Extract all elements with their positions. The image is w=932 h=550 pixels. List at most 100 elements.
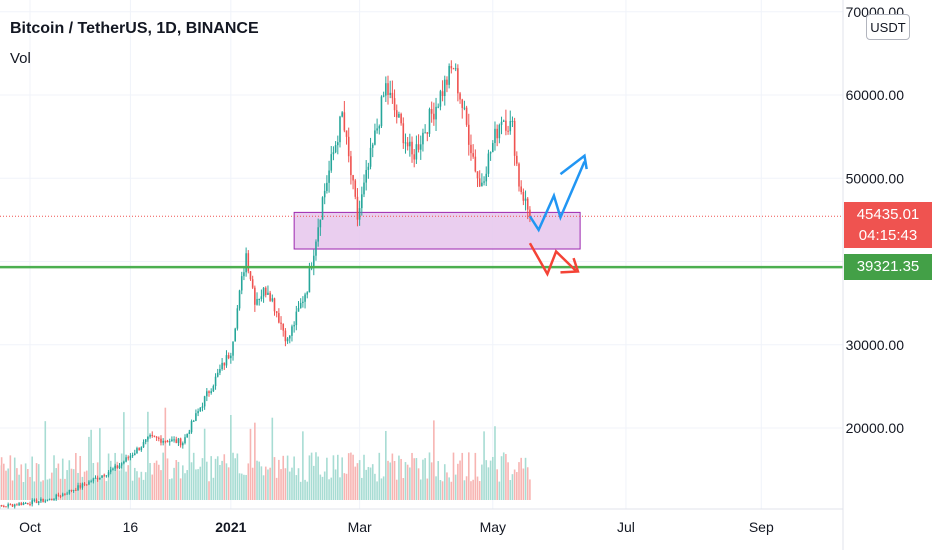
volume-indicator-label[interactable]: Vol (10, 50, 31, 67)
volume-bar (251, 467, 254, 500)
candle-body (398, 113, 400, 118)
volume-bar (0, 457, 3, 500)
candle-body (66, 493, 68, 495)
candle-body (254, 287, 256, 305)
candle-body (321, 197, 324, 220)
candle-body (29, 503, 31, 505)
volume-bar (426, 478, 429, 500)
candle-body (258, 298, 261, 300)
candle-body (505, 120, 507, 131)
volume-bar (347, 453, 350, 500)
volume-bar (522, 468, 525, 500)
volume-bar (474, 452, 477, 500)
volume-bar (120, 453, 123, 500)
volume-bar (387, 460, 389, 500)
candle-body (70, 489, 73, 491)
currency-button[interactable]: USDT (866, 14, 910, 40)
candle-body (201, 406, 204, 408)
support-line-layer (0, 215, 843, 269)
candle-body (350, 156, 352, 176)
candle-body (516, 155, 518, 164)
candle-body (164, 440, 167, 442)
candle-body (393, 98, 396, 111)
volume-bar (164, 407, 167, 500)
candle-body (179, 438, 182, 446)
volume-bar (238, 473, 241, 500)
volume-bar (419, 479, 422, 500)
candle-body (358, 208, 361, 220)
volume-bar (188, 430, 191, 500)
volume-bar (365, 469, 367, 500)
volume-bar (334, 469, 337, 500)
volume-bar (57, 463, 60, 500)
volume-bar (9, 455, 12, 500)
x-tick-label: Mar (348, 519, 372, 535)
volume-bar (24, 463, 27, 500)
volume-bar (376, 481, 378, 500)
volume-bar (463, 480, 466, 500)
volume-bar (452, 452, 455, 500)
candle-body (371, 144, 374, 148)
volume-bar (144, 472, 147, 500)
volume-bar (114, 452, 116, 500)
candle-body (177, 438, 180, 443)
volume-bar (20, 464, 23, 500)
volume-bar (29, 476, 31, 500)
volume-bar (404, 462, 407, 500)
candle-body (88, 481, 90, 485)
volume-bar (157, 464, 160, 500)
volume-bar (374, 473, 376, 500)
volume-bar (332, 455, 335, 500)
volume-bar (40, 481, 42, 500)
candle-body (11, 504, 14, 507)
volume-bar (518, 462, 520, 500)
volume-bar (280, 469, 282, 500)
volume-bar (343, 473, 346, 500)
volume-bar (11, 480, 14, 500)
volume-bar (262, 475, 265, 500)
candle-body (182, 443, 184, 446)
candle-body (90, 481, 92, 483)
candle-body (507, 130, 509, 132)
candle-body (256, 299, 258, 305)
y-tick-label: 50000.00 (846, 170, 905, 186)
candle-body (107, 472, 110, 476)
volume-bar (186, 470, 188, 500)
candle-body (136, 448, 138, 454)
candle-body (494, 128, 496, 144)
candle-body (77, 485, 79, 491)
volume-bar (249, 428, 252, 500)
volume-bar (68, 460, 71, 500)
candle-body (118, 465, 121, 469)
volume-bar (123, 412, 125, 500)
candle-body (210, 391, 212, 393)
candle-body (452, 68, 455, 70)
candle-body (286, 338, 289, 342)
volume-bar (273, 457, 276, 500)
volume-bar (526, 467, 529, 500)
volume-bar (27, 469, 29, 500)
volume-bar (18, 474, 20, 500)
x-tick-label: May (480, 519, 506, 535)
volume-bar (138, 477, 140, 500)
x-tick-label: 16 (123, 519, 139, 535)
volume-bar (457, 463, 459, 500)
candle-body (518, 163, 520, 187)
volume-bar (413, 458, 416, 500)
volume-bar (258, 461, 261, 500)
volume-bar (240, 473, 243, 500)
y-tick-label: 20000.00 (846, 420, 905, 436)
candle-body (7, 504, 9, 507)
volume-bar (278, 459, 280, 500)
volume-bar (48, 478, 51, 500)
volume-bar (356, 463, 359, 500)
volume-bar (203, 428, 206, 500)
volume-bar (400, 458, 402, 500)
candle-body (361, 194, 363, 209)
candle-body (59, 496, 62, 498)
volume-bar (502, 452, 505, 500)
candle-body (293, 325, 295, 327)
candle-body (326, 182, 328, 191)
candle-body (127, 457, 130, 459)
